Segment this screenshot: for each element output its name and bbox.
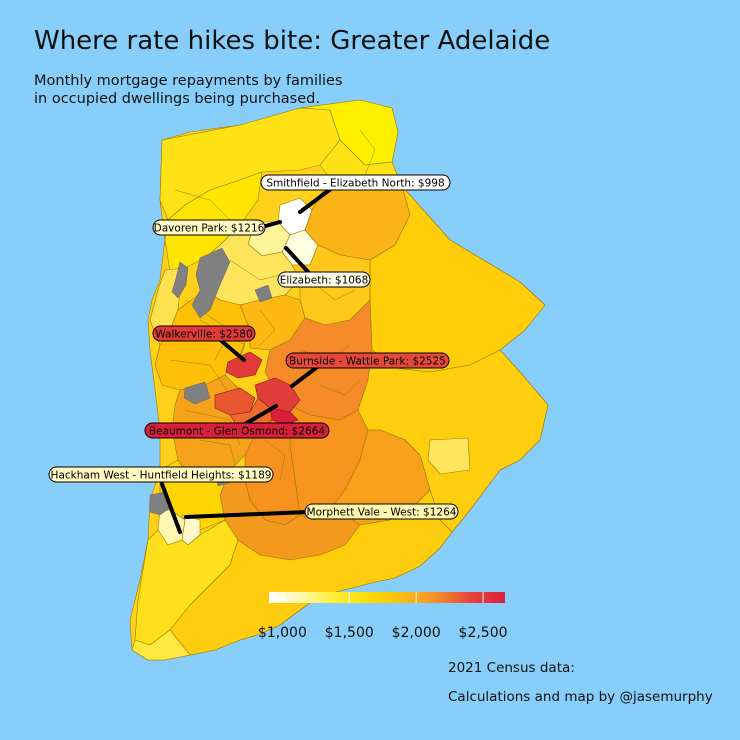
highlight-regions	[214, 351, 301, 431]
callout-davoren: Davoren Park: $1216	[152, 219, 266, 236]
legend-tick-label: $2,000	[392, 625, 441, 641]
callout-box	[260, 174, 451, 191]
callout-smithfield: Smithfield - Elizabeth North: $998	[260, 174, 451, 191]
subtitle-line-2: in occupied dwellings being purchased.	[34, 91, 320, 107]
callout-morphett: Morphett Vale - West: $1264	[304, 503, 459, 520]
callout-burnside: Burnside - Wattle Park: $2525	[285, 352, 450, 369]
callout-walkerville: Walkerville: $2580	[152, 325, 256, 342]
callout-elizabeth: Elizabeth: $1068	[277, 271, 371, 288]
suburb-boundary	[319, 379, 361, 396]
no-data-dry-creek	[254, 284, 273, 303]
map-title: Where rate hikes bite: Greater Adelaide	[34, 26, 551, 56]
suburb-boundary	[169, 359, 231, 396]
region-hahndorf	[427, 437, 471, 475]
no-data-port-river	[191, 247, 231, 319]
map-subtitle: Monthly mortgage repayments by families …	[34, 72, 343, 108]
callout-label-beaumont: Beaumont - Glen Osmond: $2664	[149, 426, 325, 438]
callout-label-walkerville: Walkerville: $2580	[155, 329, 252, 341]
legend-tick-label: $1,500	[325, 625, 374, 641]
callout-box	[304, 503, 459, 520]
no-data-lonsdale	[149, 491, 171, 516]
callout-line-hackham	[160, 482, 182, 534]
legend-tick-label: $1,000	[258, 625, 307, 641]
callout-line-smithfield	[298, 186, 334, 214]
callout-label-hackham: Hackham West - Huntfield Heights: $1189	[51, 470, 272, 482]
callout-label-elizabeth: Elizabeth: $1068	[280, 275, 369, 287]
callout-label-davoren: Davoren Park: $1216	[154, 223, 265, 235]
census-caption: 2021 Census data:	[448, 660, 575, 676]
subtitle-line-1: Monthly mortgage repayments by families	[34, 73, 343, 89]
suburb-boundary	[359, 129, 376, 176]
legend-ticks: $1,000 $1,500 $2,000 $2,500	[258, 592, 508, 641]
suburb-boundary	[259, 309, 276, 346]
callout-labels: Smithfield - Elizabeth North: $998 Davor…	[48, 174, 459, 520]
callout-label-smithfield: Smithfield - Elizabeth North: $998	[266, 178, 444, 190]
callout-box	[285, 352, 450, 369]
callout-box	[152, 219, 266, 236]
suburb-boundary	[174, 189, 231, 221]
callout-label-morphett: Morphett Vale - West: $1264	[307, 507, 457, 519]
region-far-south-coast	[131, 629, 191, 661]
callout-line-walkerville	[216, 336, 246, 362]
callout-box	[48, 466, 274, 483]
callout-line-beaumont	[243, 404, 278, 426]
region-walkerville	[225, 351, 263, 379]
callout-hackham: Hackham West - Huntfield Heights: $1189	[48, 466, 274, 483]
callout-box	[144, 422, 330, 439]
callout-beaumont: Beaumont - Glen Osmond: $2664	[144, 422, 330, 439]
legend-tick-label: $2,500	[459, 625, 508, 641]
no-data-airport	[183, 381, 211, 405]
color-legend: $1,000 $1,500 $2,000 $2,500	[258, 592, 508, 641]
callout-line-morphett	[184, 510, 310, 519]
callout-line-elizabeth	[284, 246, 312, 276]
credit-caption: Calculations and map by @jasemurphy	[448, 689, 713, 705]
callout-lines	[160, 186, 334, 534]
callout-box	[152, 325, 256, 342]
suburb-boundary	[264, 439, 286, 481]
legend-colorbar	[269, 592, 505, 603]
callout-label-burnside: Burnside - Wattle Park: $2525	[289, 356, 446, 368]
callout-line-burnside	[290, 366, 318, 388]
suburb-boundary	[229, 259, 281, 281]
no-data-north-haven	[171, 261, 189, 299]
callout-box	[277, 271, 371, 288]
suburb-boundary	[199, 439, 236, 466]
